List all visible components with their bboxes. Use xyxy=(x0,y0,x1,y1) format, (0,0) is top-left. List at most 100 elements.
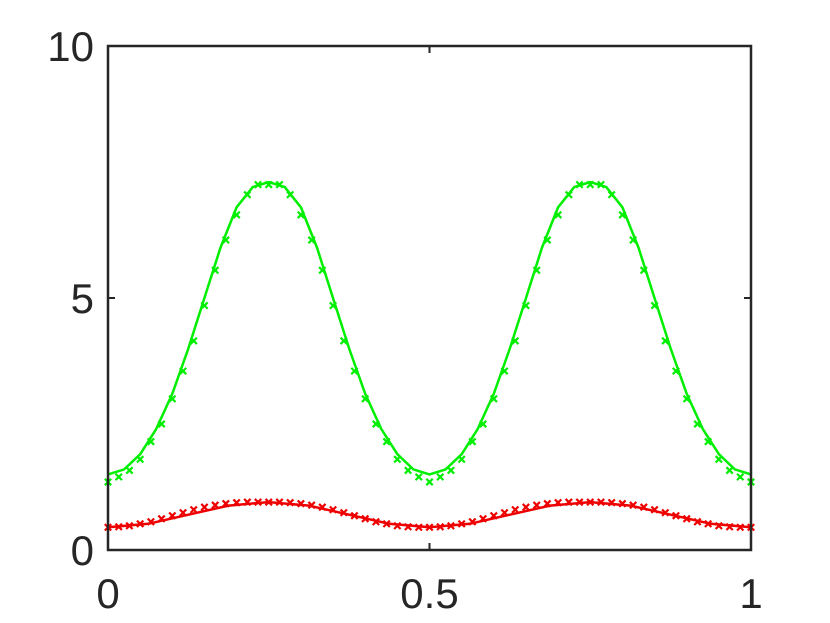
series-1-point xyxy=(682,394,691,403)
series-1-point xyxy=(639,266,648,275)
series-1-point xyxy=(479,420,488,428)
ticks-layer xyxy=(107,45,752,551)
series-1-point xyxy=(650,301,659,310)
series-1-point xyxy=(564,190,573,199)
series-1-point xyxy=(489,394,498,403)
series-3-point xyxy=(607,498,616,507)
series-3-point xyxy=(232,498,241,507)
series-3-point xyxy=(286,498,295,507)
series-3-point xyxy=(221,499,230,508)
series-1-point xyxy=(243,190,252,199)
series-3-point xyxy=(318,503,327,512)
series-3-point xyxy=(489,511,498,520)
series-1-point xyxy=(457,455,466,464)
series-3-point xyxy=(736,523,745,532)
y-tick-label: 0 xyxy=(71,527,94,574)
series-3-point xyxy=(704,519,713,528)
series-1-point xyxy=(446,466,455,475)
series-3-point xyxy=(714,521,723,530)
x-tick-label: 0.5 xyxy=(400,570,458,617)
series-3-point xyxy=(296,499,305,508)
series-1-point xyxy=(414,472,423,481)
series-3-point xyxy=(543,499,552,508)
series-3-point xyxy=(371,517,380,526)
series-1-point xyxy=(361,394,370,403)
series-1-point xyxy=(157,420,166,428)
series-3-point xyxy=(404,522,413,531)
series-3-point xyxy=(661,508,670,517)
series-3-point xyxy=(564,498,573,507)
series-3-point xyxy=(329,505,338,514)
series-1-point xyxy=(254,180,262,189)
series-3-point xyxy=(468,517,477,526)
series-3-point xyxy=(682,514,691,523)
series-1-point xyxy=(425,477,434,486)
series-1-point xyxy=(264,180,273,189)
series-3-point xyxy=(179,508,188,517)
series-3-point xyxy=(639,503,648,512)
series-3-point xyxy=(436,522,445,531)
series-3-point xyxy=(168,511,177,520)
series-3-markers xyxy=(104,498,755,532)
series-3-point xyxy=(511,505,520,514)
series-3-point xyxy=(650,505,659,514)
series-0-line xyxy=(107,180,752,476)
series-3-point xyxy=(243,498,252,507)
series-3-point xyxy=(189,505,198,514)
series-1-point xyxy=(586,180,595,189)
series-3-point xyxy=(146,517,155,526)
series-3-point xyxy=(414,523,423,532)
series-3-point xyxy=(671,511,680,520)
series-3-point xyxy=(725,522,734,531)
series-1-point xyxy=(286,190,295,199)
series-1-point xyxy=(211,266,220,275)
series-3-point xyxy=(200,503,209,512)
series-3-point xyxy=(618,499,627,508)
series-1-point xyxy=(125,466,134,475)
series-3-point xyxy=(211,501,220,510)
series-1-point xyxy=(296,210,305,219)
series-1-point xyxy=(221,236,230,245)
x-tick-label: 1 xyxy=(739,570,762,617)
series-1-point xyxy=(232,210,241,219)
series-1-point xyxy=(307,236,316,245)
series-3-point xyxy=(393,521,402,530)
series-3-point xyxy=(307,501,316,510)
series-3-point xyxy=(629,501,638,510)
series-1-point xyxy=(714,455,723,464)
series-1-point xyxy=(693,420,702,428)
series-3-point xyxy=(382,519,391,528)
series-3-point xyxy=(361,514,370,523)
series-1-point xyxy=(371,420,380,428)
series-1-point xyxy=(275,180,284,189)
series-3-point xyxy=(457,519,466,528)
series-3-point xyxy=(275,498,284,507)
series-3-point xyxy=(500,508,509,517)
series-3-point xyxy=(264,498,273,507)
series-3-point xyxy=(479,514,488,523)
series-1-point xyxy=(521,301,530,310)
series-1-point xyxy=(500,367,509,376)
series-1-point xyxy=(136,455,145,464)
series-3-point xyxy=(125,521,134,530)
series-1-point xyxy=(661,336,670,345)
series-1-point xyxy=(189,336,198,345)
series-1-point xyxy=(329,301,338,310)
series-3-point xyxy=(575,498,584,507)
y-tick-label: 10 xyxy=(47,23,94,70)
series-1-point xyxy=(511,336,520,345)
series-1-point xyxy=(532,266,541,275)
series-1-point xyxy=(704,437,713,446)
series-1-point xyxy=(350,367,359,376)
series-layer xyxy=(104,180,755,532)
series-3-point xyxy=(339,508,348,517)
series-1-point xyxy=(671,367,680,376)
series-3-point xyxy=(532,501,541,510)
series-3-point xyxy=(554,498,563,507)
series-3-point xyxy=(136,519,145,528)
series-1-point xyxy=(146,437,155,446)
x-tick-label: 0 xyxy=(96,570,119,617)
series-3-point xyxy=(693,517,702,526)
series-1-point xyxy=(736,472,745,481)
